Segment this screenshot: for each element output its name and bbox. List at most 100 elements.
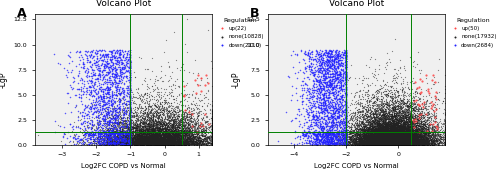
Point [126, 141, 134, 144]
Point [400, 140, 408, 143]
Point [161, 134, 169, 137]
Point [379, 137, 387, 140]
Point [394, 137, 402, 140]
Point [123, 91, 131, 94]
Point [403, 141, 411, 144]
Point [371, 138, 379, 141]
Point [178, 142, 186, 145]
Point [378, 107, 386, 110]
Point [399, 137, 407, 140]
Point [92, 93, 100, 96]
Point [124, 127, 132, 129]
Point [414, 143, 422, 146]
Point [174, 129, 182, 131]
Point [396, 131, 404, 134]
Point [127, 130, 135, 133]
Point [115, 132, 123, 135]
Point [118, 139, 126, 142]
Point [403, 141, 411, 144]
Point [140, 108, 148, 111]
Point [394, 99, 402, 102]
Point [401, 134, 409, 137]
Point [144, 142, 152, 145]
Point [368, 110, 376, 113]
Point [398, 115, 406, 117]
Point [368, 138, 376, 140]
Point [380, 132, 388, 135]
Point [358, 141, 366, 144]
Point [130, 135, 138, 138]
Point [105, 120, 113, 123]
Point [377, 142, 385, 145]
Point [390, 143, 398, 146]
Point [386, 142, 394, 145]
Point [106, 143, 114, 146]
Point [392, 138, 400, 141]
Point [189, 134, 197, 137]
Point [396, 127, 404, 130]
Point [378, 140, 386, 142]
Point [370, 101, 378, 104]
Point [315, 84, 323, 87]
Point [422, 141, 430, 144]
Point [325, 59, 333, 62]
Point [386, 128, 394, 131]
Point [392, 138, 400, 140]
Point [386, 115, 394, 118]
Point [420, 142, 428, 144]
Point [396, 126, 404, 129]
Point [378, 101, 386, 104]
Point [67, 85, 75, 88]
Point [73, 50, 81, 53]
Point [378, 127, 386, 130]
Point [99, 129, 107, 132]
Point [372, 142, 380, 145]
Point [134, 133, 141, 136]
Point [378, 119, 386, 122]
Point [402, 141, 410, 144]
Point [341, 143, 349, 146]
Point [349, 132, 357, 134]
Point [173, 127, 181, 130]
Point [432, 116, 440, 119]
Point [389, 138, 397, 141]
Point [148, 131, 156, 134]
Point [398, 118, 406, 121]
Point [335, 105, 343, 108]
Point [308, 51, 316, 54]
Point [412, 126, 420, 129]
Point [375, 137, 383, 140]
Point [342, 100, 349, 103]
Point [118, 132, 126, 135]
Point [394, 131, 402, 133]
Point [152, 110, 160, 113]
Point [180, 142, 188, 145]
Point [406, 141, 414, 144]
Point [344, 142, 351, 145]
Point [382, 135, 390, 138]
Point [93, 60, 101, 63]
Point [378, 128, 386, 131]
Point [379, 129, 387, 132]
Point [128, 139, 136, 142]
Point [400, 140, 407, 143]
Point [126, 122, 134, 125]
Point [109, 132, 117, 134]
Point [365, 136, 373, 138]
Point [142, 128, 150, 131]
Point [408, 137, 416, 140]
Point [140, 143, 147, 146]
Point [336, 107, 344, 110]
Point [376, 132, 384, 135]
Point [422, 133, 430, 136]
Point [378, 134, 386, 136]
Point [400, 131, 407, 133]
Point [374, 106, 382, 109]
Point [372, 130, 380, 133]
Point [370, 113, 378, 115]
Point [74, 81, 82, 84]
Point [116, 97, 124, 100]
Point [406, 141, 414, 144]
Point [396, 122, 404, 125]
Point [200, 136, 207, 139]
